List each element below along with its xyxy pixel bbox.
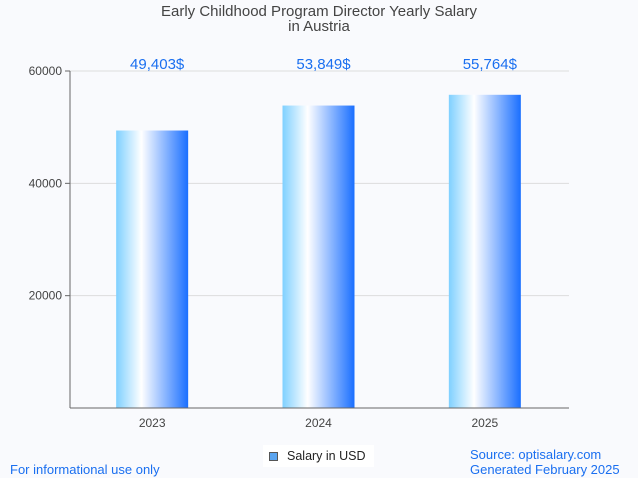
x-tick-label: 2025 — [471, 416, 498, 430]
legend[interactable]: Salary in USD — [263, 445, 374, 467]
data-label: 49,403$ — [130, 56, 185, 73]
x-tick-label: 2023 — [139, 416, 166, 430]
chart-title-line1: Early Childhood Program Director Yearly … — [161, 3, 477, 20]
chart-title-line2: in Austria — [288, 18, 350, 35]
bar-2023[interactable] — [116, 130, 189, 408]
y-tick-label: 20000 — [29, 289, 63, 303]
legend-swatch — [269, 451, 278, 461]
legend-label: Salary in USD — [287, 449, 366, 463]
data-label: 53,849$ — [296, 56, 351, 73]
bar-2025[interactable] — [448, 94, 521, 408]
generated-text: Generated February 2025 — [470, 462, 620, 477]
x-tick-label: 2024 — [305, 416, 332, 430]
y-tick-label: 40000 — [29, 176, 63, 190]
y-tick-label: 60000 — [29, 64, 63, 78]
data-label: 55,764$ — [463, 56, 518, 73]
source-text: Source: optisalary.com — [470, 447, 602, 462]
disclaimer: For informational use only — [10, 462, 160, 477]
bar-2024[interactable] — [282, 105, 355, 408]
chart-title: Early Childhood Program Director Yearly … — [0, 4, 638, 34]
